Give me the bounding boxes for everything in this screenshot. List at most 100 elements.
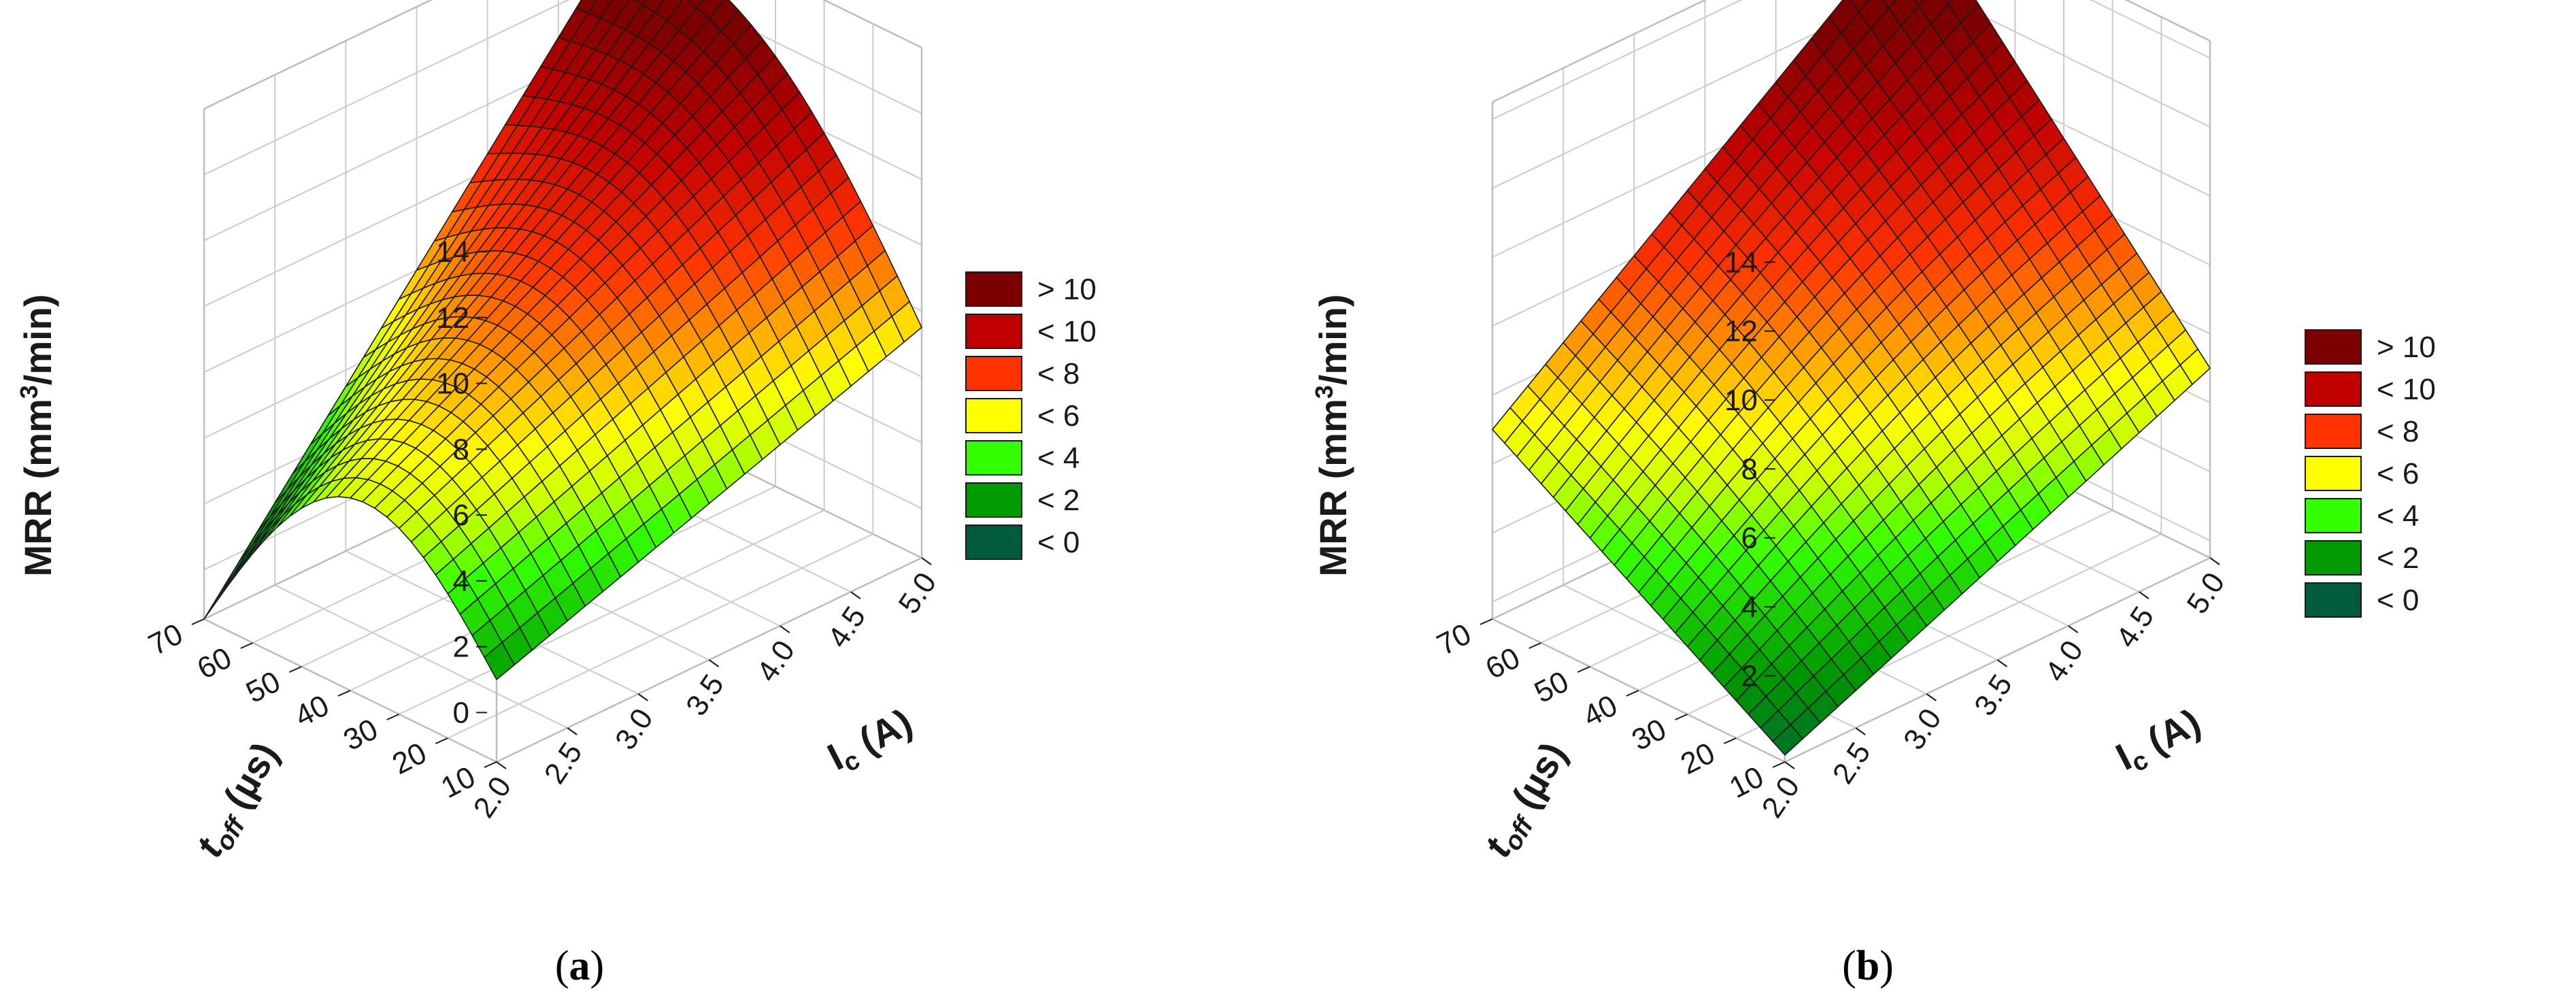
y-tick-mark (637, 693, 648, 701)
legend-swatch (965, 524, 1022, 560)
y-tick-label: 3.0 (1897, 703, 1948, 756)
y-tick-label: 2.5 (538, 737, 589, 790)
z-axis: 0 2 4 6 8 10 12 14 (436, 235, 487, 729)
surface (203, 0, 922, 680)
z-tick-label: 6 (1741, 522, 1758, 555)
x-tick-mark (484, 761, 497, 768)
x-axis-title-unit: (µs) (210, 735, 286, 824)
z-tick-label: 12 (1724, 315, 1758, 348)
x-tick-mark (1626, 690, 1639, 697)
z-tick-label: 8 (453, 433, 469, 466)
y-tick-label: 4.0 (2039, 635, 2090, 688)
legend-swatch (965, 482, 1022, 518)
legend-swatch (2305, 456, 2362, 491)
y-tick-label: 4.5 (2109, 601, 2160, 654)
gridline (274, 584, 568, 729)
legend-swatch (2305, 414, 2362, 449)
x-tick-label: 30 (338, 712, 383, 757)
z-tick-label: 8 (1741, 452, 1758, 486)
legend: > 10 < 10 < 8 < 6 < 4 < 2 < 0 (965, 271, 1097, 560)
x-tick-label: 20 (387, 736, 432, 781)
x-tick-label: 40 (1578, 688, 1623, 733)
y-tick-mark (1784, 761, 1795, 769)
z-tick-label: 6 (453, 499, 469, 532)
y-tick-mark (2068, 625, 2079, 633)
z-axis-title-sup: 3 (1310, 385, 1338, 399)
y-axis-title: Ic (A) (2109, 700, 2209, 782)
z-tick-label: 0 (453, 696, 469, 729)
legend-label: < 4 (2377, 499, 2419, 533)
legend-swatch (965, 398, 1022, 433)
axis-box-edge (1492, 0, 1707, 103)
z-axis-title-post: /min) (16, 294, 59, 385)
x-tick-mark (1675, 714, 1688, 720)
x-tick-label: 30 (1626, 712, 1671, 757)
caption-close: ) (1879, 943, 1894, 989)
x-tick-mark (1723, 737, 1737, 744)
legend-label: < 0 (2377, 584, 2419, 617)
axis-box-edge (2124, 0, 2211, 42)
legend-swatch (2305, 329, 2362, 365)
legend-swatch (2305, 582, 2362, 618)
y-tick-mark (921, 557, 932, 565)
y-tick-mark (1855, 727, 1866, 735)
x-axis-title: toff (µs) (187, 735, 290, 866)
x-tick-label: 70 (144, 617, 188, 662)
y-tick-label: 4.0 (750, 635, 801, 688)
legend-swatch (2305, 540, 2362, 576)
z-axis-title-pre: MRR (mm (16, 399, 59, 576)
x-tick-mark (337, 690, 351, 697)
y-tick-mark (708, 659, 720, 667)
axis-box-edge (203, 0, 433, 110)
surface-patch (1882, 0, 1897, 10)
z-tick-label: 4 (453, 565, 469, 598)
y-tick-mark (1926, 693, 1937, 701)
z-tick-label: 14 (1724, 246, 1758, 279)
x-tick-mark (1772, 761, 1786, 768)
y-tick-mark (567, 727, 578, 735)
chart-panel-a: 0 2 4 6 8 10 12 14 10 20 30 40 50 60 70 2.0 2.5 3.0 3.5 4.0… (15, 0, 1097, 989)
y-tick-label: 3.0 (609, 703, 660, 756)
x-tick-label: 60 (192, 641, 237, 686)
z-tick-label: 12 (436, 301, 469, 335)
legend-label: > 10 (1037, 273, 1097, 306)
legend-label: < 2 (2377, 541, 2419, 575)
x-tick-mark (1577, 666, 1590, 673)
x-tick-mark (191, 618, 205, 625)
legend-label: < 2 (1037, 484, 1080, 517)
y-tick-mark (850, 591, 861, 599)
surface-plot-a: 02468101214102030405060702.02.53.03.54.0… (15, 0, 1097, 989)
surface-patch (1772, 724, 1803, 756)
x-axis-title-unit: (µs) (1498, 735, 1575, 824)
y-tick-label: 5.0 (892, 567, 943, 620)
caption-open: ( (1842, 943, 1856, 989)
x-tick-mark (288, 666, 302, 673)
legend: > 10 < 10 < 8 < 6 < 4 < 2 < 0 (2305, 329, 2436, 618)
z-axis-title-pre: MRR (mm (1311, 399, 1354, 576)
chart-panel-b: 2 4 6 8 10 12 14 10 20 30 40 50 60 70 2.0 2.5 3.0 3.5 4.0 4… (1288, 0, 2576, 1000)
legend-swatch (965, 271, 1022, 307)
z-tick-label: 14 (436, 235, 469, 269)
panel-caption: (b) (1842, 943, 1894, 989)
x-tick-mark (1479, 618, 1493, 625)
legend-label: < 6 (2377, 457, 2419, 490)
y-axis-title: Ic (A) (820, 700, 921, 782)
x-tick-label: 20 (1675, 736, 1720, 781)
surface-plot-b: 2468101214102030405060702.02.53.03.54.04… (1310, 0, 2436, 989)
x-tick-label: 50 (241, 665, 286, 710)
y-tick-mark (2139, 591, 2150, 599)
z-tick-label: 10 (1724, 384, 1758, 417)
x-tick-label: 70 (1432, 617, 1477, 662)
legend-swatch (965, 356, 1022, 391)
x-tick-mark (240, 642, 254, 649)
y-tick-label: 3.5 (1968, 669, 2019, 722)
caption-letter: a (569, 943, 590, 989)
x-axis-title: toff (µs) (1475, 735, 1579, 866)
z-axis-title-post: /min) (1311, 294, 1354, 385)
y-tick-label: 2.5 (1826, 737, 1877, 790)
x-tick-mark (435, 737, 448, 744)
legend-swatch (965, 440, 1022, 476)
legend-label: < 0 (1037, 526, 1080, 559)
x-tick-label: 40 (290, 688, 335, 733)
z-axis: 2 4 6 8 10 12 14 (1724, 246, 1775, 693)
